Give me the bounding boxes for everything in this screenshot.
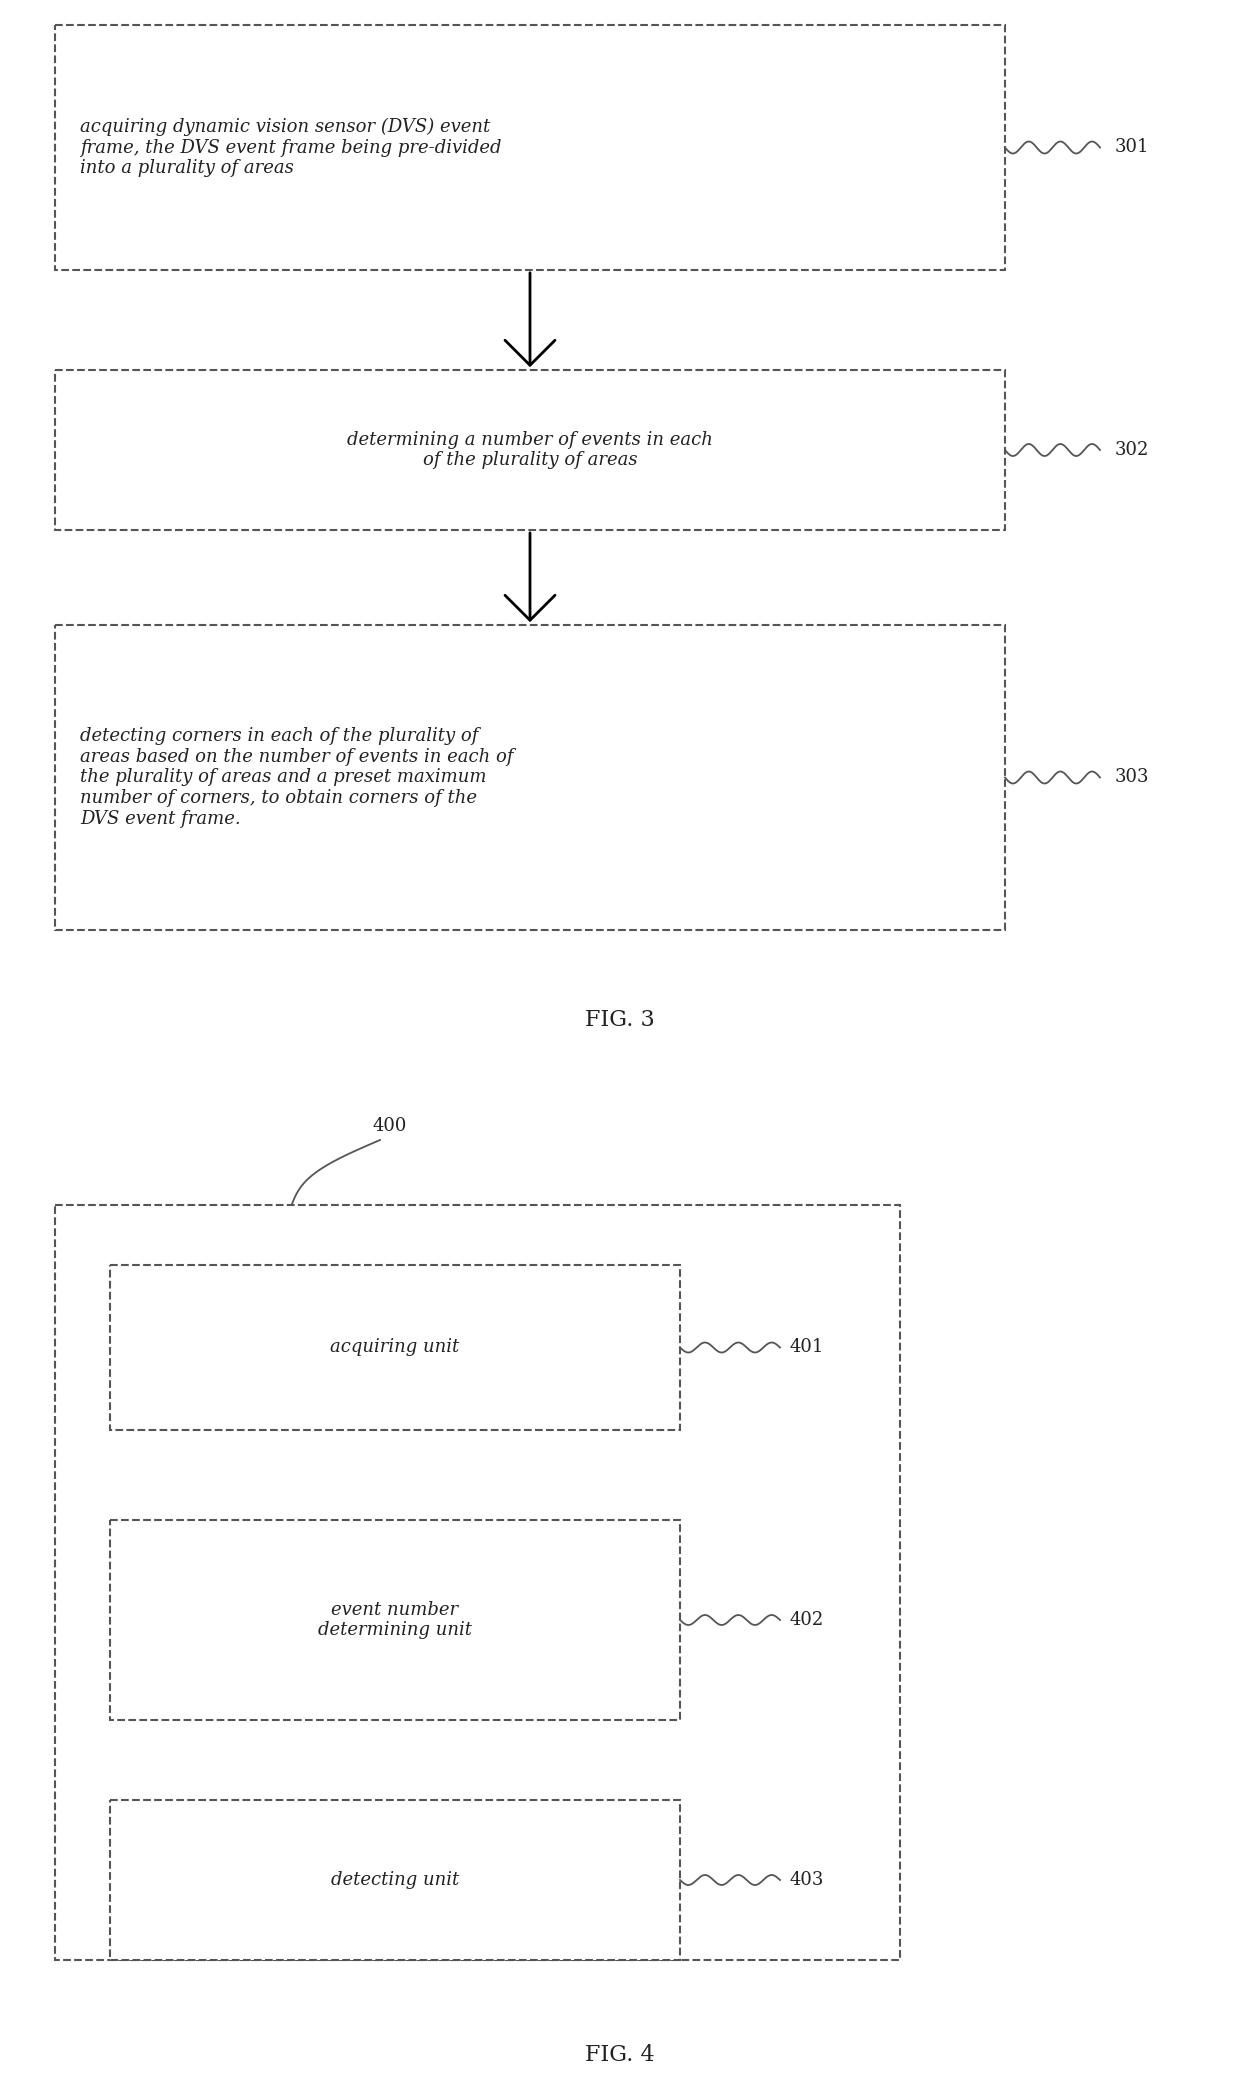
Text: event number
determining unit: event number determining unit — [317, 1600, 472, 1639]
Text: 400: 400 — [373, 1117, 407, 1135]
FancyBboxPatch shape — [55, 1204, 900, 1959]
FancyBboxPatch shape — [55, 25, 1004, 270]
Text: FIG. 3: FIG. 3 — [585, 1010, 655, 1031]
FancyBboxPatch shape — [55, 625, 1004, 930]
Text: determining a number of events in each
of the plurality of areas: determining a number of events in each o… — [347, 431, 713, 468]
Text: detecting corners in each of the plurality of
areas based on the number of event: detecting corners in each of the plurali… — [81, 728, 513, 828]
Text: acquiring unit: acquiring unit — [330, 1338, 460, 1357]
Text: 303: 303 — [1115, 769, 1149, 786]
Text: 301: 301 — [1115, 138, 1149, 157]
Text: acquiring dynamic vision sensor (DVS) event
frame, the DVS event frame being pre: acquiring dynamic vision sensor (DVS) ev… — [81, 117, 501, 178]
FancyBboxPatch shape — [55, 370, 1004, 529]
Text: 403: 403 — [790, 1871, 825, 1888]
Text: detecting unit: detecting unit — [331, 1871, 459, 1888]
Text: 402: 402 — [790, 1610, 825, 1629]
FancyBboxPatch shape — [110, 1520, 680, 1721]
Text: 401: 401 — [790, 1338, 825, 1357]
Text: FIG. 4: FIG. 4 — [585, 2045, 655, 2066]
FancyBboxPatch shape — [110, 1800, 680, 1959]
FancyBboxPatch shape — [110, 1265, 680, 1430]
Text: 302: 302 — [1115, 441, 1149, 460]
